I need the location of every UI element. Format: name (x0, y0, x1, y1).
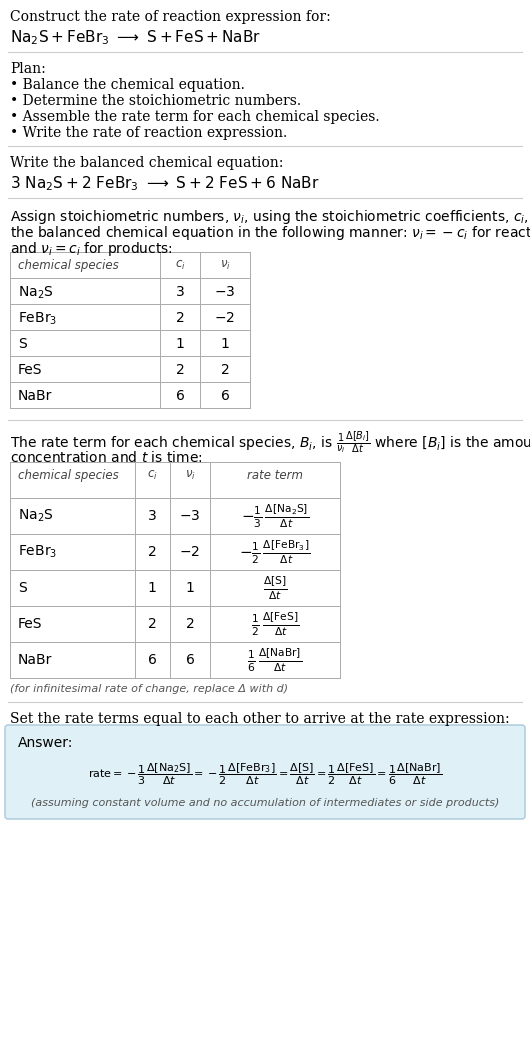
Text: 2: 2 (148, 545, 156, 559)
Text: $\frac{1}{2}\,\frac{\Delta[\mathrm{FeS}]}{\Delta t}$: $\frac{1}{2}\,\frac{\Delta[\mathrm{FeS}]… (251, 611, 299, 638)
Text: Set the rate terms equal to each other to arrive at the rate expression:: Set the rate terms equal to each other t… (10, 712, 510, 726)
Text: $-3$: $-3$ (179, 508, 201, 523)
Text: 6: 6 (175, 389, 184, 403)
Text: $\mathrm{FeBr_3}$: $\mathrm{FeBr_3}$ (18, 544, 57, 561)
Text: • Determine the stoichiometric numbers.: • Determine the stoichiometric numbers. (10, 94, 301, 108)
Text: The rate term for each chemical species, $B_i$, is $\frac{1}{\nu_i}\frac{\Delta[: The rate term for each chemical species,… (10, 430, 530, 456)
Text: $-3$: $-3$ (214, 286, 236, 299)
Text: $-\frac{1}{3}\,\frac{\Delta[\mathrm{Na_2S}]}{\Delta t}$: $-\frac{1}{3}\,\frac{\Delta[\mathrm{Na_2… (241, 502, 309, 529)
Text: concentration and $t$ is time:: concentration and $t$ is time: (10, 450, 202, 465)
Text: 6: 6 (147, 653, 156, 667)
Text: 6: 6 (220, 389, 229, 403)
Text: FeS: FeS (18, 363, 42, 377)
Text: S: S (18, 581, 26, 595)
Text: 1: 1 (186, 581, 195, 595)
Text: $c_i$: $c_i$ (147, 469, 157, 482)
FancyBboxPatch shape (5, 725, 525, 819)
Text: $-\frac{1}{2}\,\frac{\Delta[\mathrm{FeBr_3}]}{\Delta t}$: $-\frac{1}{2}\,\frac{\Delta[\mathrm{FeBr… (240, 538, 311, 566)
Text: $-2$: $-2$ (215, 311, 235, 325)
Text: 3: 3 (148, 508, 156, 523)
Text: Plan:: Plan: (10, 63, 46, 76)
Text: 2: 2 (175, 311, 184, 325)
Text: rate term: rate term (247, 469, 303, 482)
Text: 1: 1 (175, 337, 184, 351)
Text: 1: 1 (220, 337, 229, 351)
Text: FeS: FeS (18, 617, 42, 631)
Text: (assuming constant volume and no accumulation of intermediates or side products): (assuming constant volume and no accumul… (31, 798, 499, 808)
Text: chemical species: chemical species (18, 259, 119, 272)
Text: the balanced chemical equation in the following manner: $\nu_i = -c_i$ for react: the balanced chemical equation in the fo… (10, 224, 530, 242)
Text: $\mathrm{rate} = -\dfrac{1}{3}\dfrac{\Delta[\mathrm{Na_2S}]}{\Delta t} = -\dfrac: $\mathrm{rate} = -\dfrac{1}{3}\dfrac{\De… (88, 762, 442, 788)
Text: chemical species: chemical species (18, 469, 119, 482)
Text: $\nu_i$: $\nu_i$ (219, 259, 231, 272)
Text: • Balance the chemical equation.: • Balance the chemical equation. (10, 78, 245, 92)
Text: NaBr: NaBr (18, 653, 52, 667)
Text: 2: 2 (148, 617, 156, 631)
Text: Answer:: Answer: (18, 736, 73, 750)
Text: 2: 2 (175, 363, 184, 377)
Text: $\frac{1}{6}\,\frac{\Delta[\mathrm{NaBr}]}{\Delta t}$: $\frac{1}{6}\,\frac{\Delta[\mathrm{NaBr}… (248, 646, 303, 674)
Text: NaBr: NaBr (18, 389, 52, 403)
Text: $\mathrm{FeBr_3}$: $\mathrm{FeBr_3}$ (18, 311, 57, 327)
Text: S: S (18, 337, 26, 351)
Text: 2: 2 (186, 617, 195, 631)
Text: 1: 1 (147, 581, 156, 595)
Text: $\mathrm{Na_2S + FeBr_3 \ \longrightarrow \ S + FeS + NaBr}$: $\mathrm{Na_2S + FeBr_3 \ \longrightarro… (10, 28, 261, 47)
Text: and $\nu_i = c_i$ for products:: and $\nu_i = c_i$ for products: (10, 240, 173, 258)
Text: $\nu_i$: $\nu_i$ (184, 469, 196, 482)
Text: • Assemble the rate term for each chemical species.: • Assemble the rate term for each chemic… (10, 110, 379, 124)
Text: $\mathrm{3\ Na_2S + 2\ FeBr_3 \ \longrightarrow \ S + 2\ FeS + 6\ NaBr}$: $\mathrm{3\ Na_2S + 2\ FeBr_3 \ \longrig… (10, 174, 320, 193)
Text: 6: 6 (186, 653, 195, 667)
Text: 3: 3 (175, 286, 184, 299)
Text: (for infinitesimal rate of change, replace Δ with d): (for infinitesimal rate of change, repla… (10, 684, 288, 694)
Text: Construct the rate of reaction expression for:: Construct the rate of reaction expressio… (10, 10, 331, 24)
Text: $\mathrm{Na_2S}$: $\mathrm{Na_2S}$ (18, 286, 54, 301)
Text: Write the balanced chemical equation:: Write the balanced chemical equation: (10, 156, 284, 170)
Text: 2: 2 (220, 363, 229, 377)
Text: $\frac{\Delta[\mathrm{S}]}{\Delta t}$: $\frac{\Delta[\mathrm{S}]}{\Delta t}$ (263, 574, 287, 602)
Text: $-2$: $-2$ (180, 545, 200, 559)
Text: $c_i$: $c_i$ (175, 259, 186, 272)
Text: $\mathrm{Na_2S}$: $\mathrm{Na_2S}$ (18, 507, 54, 524)
Text: Assign stoichiometric numbers, $\nu_i$, using the stoichiometric coefficients, $: Assign stoichiometric numbers, $\nu_i$, … (10, 208, 530, 226)
Text: • Write the rate of reaction expression.: • Write the rate of reaction expression. (10, 126, 287, 140)
